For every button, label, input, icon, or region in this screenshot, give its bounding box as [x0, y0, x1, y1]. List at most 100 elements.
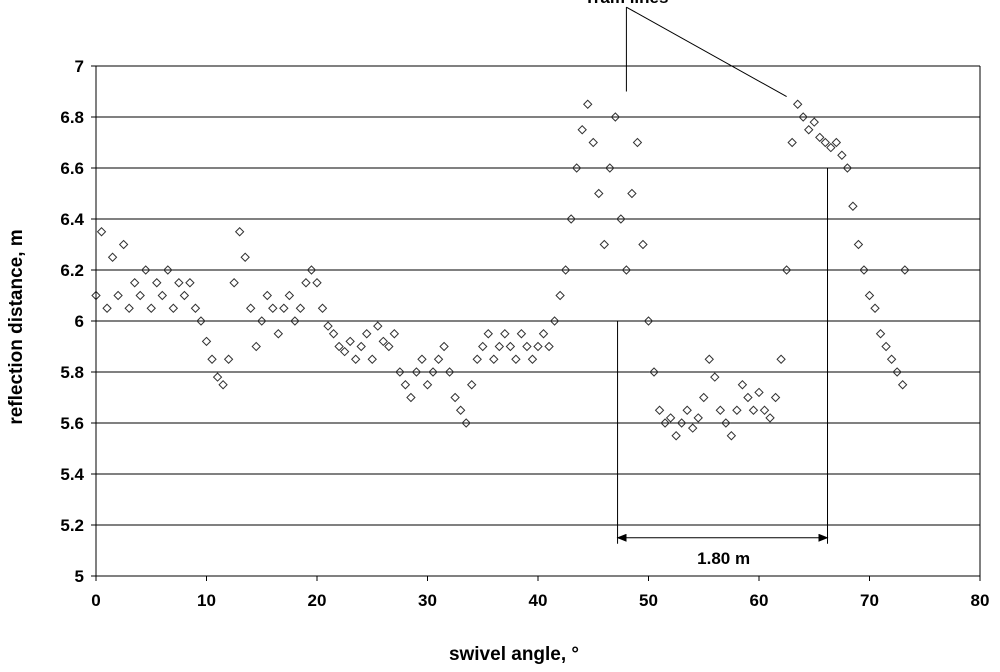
data-point [665, 413, 676, 423]
data-point [571, 163, 582, 173]
data-point [721, 418, 731, 428]
data-point [223, 354, 234, 364]
data-point [577, 125, 587, 135]
data-point [682, 405, 692, 415]
y-tick-label: 5 [75, 567, 84, 586]
data-point [522, 341, 532, 352]
y-tick-label: 6.6 [60, 159, 84, 178]
y-tick-label: 5.2 [60, 516, 84, 535]
data-point [627, 188, 637, 199]
data-point [350, 354, 361, 364]
data-point [141, 265, 151, 275]
data-point [284, 290, 295, 301]
data-point [317, 303, 328, 313]
x-tick-label: 60 [750, 591, 769, 610]
data-point [406, 392, 416, 403]
data-point [710, 372, 720, 382]
data-point [842, 163, 853, 173]
data-point [96, 227, 107, 237]
data-point [362, 329, 372, 339]
data-point [157, 290, 168, 301]
data-point [190, 303, 201, 313]
data-point [671, 431, 681, 441]
data-point [400, 380, 411, 390]
data-point [610, 112, 621, 122]
data-point [251, 341, 261, 352]
data-point [875, 329, 886, 339]
data-point [152, 278, 162, 288]
data-point [754, 387, 764, 398]
data-point [234, 227, 245, 237]
y-tick-label: 5.6 [60, 414, 84, 433]
data-point [500, 329, 510, 339]
data-point [897, 380, 908, 390]
data-point [146, 303, 156, 313]
data-point [384, 341, 394, 352]
data-point [201, 336, 212, 347]
data-point [207, 354, 217, 364]
scatter-points [91, 99, 910, 441]
data-point [798, 112, 808, 122]
data-point [218, 380, 228, 390]
x-tick-label: 20 [308, 591, 327, 610]
data-point [489, 354, 499, 364]
data-point [643, 316, 654, 326]
y-tick-label: 6 [75, 312, 84, 331]
data-point [135, 290, 145, 301]
data-point [660, 418, 670, 428]
data-point [483, 329, 493, 339]
x-tick-label: 30 [418, 591, 437, 610]
data-point [765, 413, 775, 423]
data-point [704, 354, 714, 364]
data-point [538, 329, 549, 339]
data-point [886, 354, 897, 364]
data-point [505, 341, 516, 352]
data-point [599, 239, 610, 250]
data-point [726, 431, 737, 441]
data-point [356, 341, 366, 352]
data-point [699, 392, 709, 403]
data-point [616, 214, 626, 224]
y-tick-label: 7 [75, 57, 84, 76]
data-point [306, 265, 317, 275]
data-point [345, 336, 355, 347]
data-point [428, 367, 438, 377]
data-point [527, 354, 538, 364]
data-point [466, 380, 477, 390]
data-point [809, 117, 819, 127]
data-point [323, 321, 333, 331]
x-axis-title: swivel angle, ° [449, 644, 579, 665]
data-point [290, 316, 300, 326]
data-point [770, 392, 781, 403]
data-point [339, 346, 350, 357]
data-point [831, 137, 842, 148]
x-tick-label: 50 [639, 591, 658, 610]
data-point [715, 405, 726, 415]
data-point [792, 99, 803, 109]
data-point [129, 278, 140, 288]
data-point [859, 265, 869, 275]
annotations: Tram lines 1.80 m [584, 0, 829, 568]
annotation-pointer-line [626, 6, 787, 98]
data-point [870, 303, 880, 313]
data-point [687, 423, 698, 433]
data-point [163, 265, 173, 275]
data-point [461, 418, 471, 428]
data-point [312, 278, 322, 288]
data-point [433, 354, 444, 364]
data-point [649, 367, 659, 377]
data-point [455, 405, 466, 415]
y-tick-label: 5.4 [60, 465, 84, 484]
data-point [196, 316, 206, 326]
data-point [417, 354, 427, 364]
data-point [776, 354, 786, 364]
data-point [511, 354, 521, 364]
data-point [787, 137, 797, 148]
data-point [621, 265, 632, 275]
data-point [328, 329, 339, 339]
x-tick-label: 80 [971, 591, 990, 610]
data-point [389, 329, 400, 339]
data-point [549, 316, 560, 326]
data-point [853, 239, 864, 250]
data-point [212, 372, 223, 382]
